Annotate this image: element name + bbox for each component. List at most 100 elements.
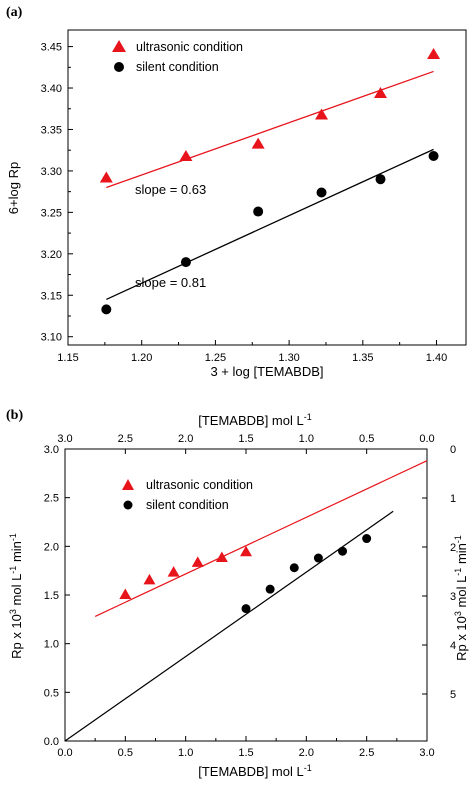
panel-a: (a) 1.15 1.20 1.25 1.30 1.35 1.40 3.10 3.15 3.2… [6, 5, 467, 379]
top-x-tick-label: 2.0 [178, 433, 193, 445]
top-x-tick-label: 2.5 [118, 433, 133, 445]
right-y-tick-label: 2 [450, 542, 456, 554]
data-point-silent [253, 206, 264, 217]
data-point-ultrasonic [99, 171, 113, 183]
y-tick-label: 0.5 [44, 687, 59, 699]
y-tick-label: 1.0 [44, 639, 59, 651]
x-tick-label: 1.25 [205, 352, 226, 364]
data-point-silent [241, 604, 251, 614]
y-tick-label: 3.15 [41, 290, 62, 302]
x-tick-label: 1.15 [57, 352, 78, 364]
y-tick-label: 3.20 [41, 249, 62, 261]
legend-circle-marker [123, 500, 133, 510]
data-point-silent [289, 563, 299, 573]
slope-annotation-silent: slope = 0.81 [135, 275, 206, 290]
panel-b: (b) 0.0 0.5 1.0 1.5 2.0 2.5 3.0 3.0 2.5 2.0 1.5 1.… [6, 408, 469, 779]
x-tick-label: 3.0 [419, 747, 434, 759]
legend-label-ultrasonic: ultrasonic condition [136, 40, 243, 54]
fit-line-ultrasonic [94, 460, 428, 617]
right-y-tick-label: 0 [450, 444, 456, 456]
data-point-ultrasonic [179, 150, 193, 161]
data-point-silent [338, 546, 348, 556]
panel-a-label: (a) [6, 5, 23, 20]
x-tick-label: 1.35 [352, 352, 373, 364]
panel-a-data-points [99, 48, 441, 315]
slope-annotation-ultrasonic: slope = 0.63 [135, 182, 206, 197]
right-y-tick-label: 3 [450, 591, 456, 603]
panel-a-frame [67, 29, 467, 346]
panel-b-x-axis-title: [TEMABDB] mol L-1 [198, 763, 311, 779]
data-point-ultrasonic [215, 551, 228, 563]
legend-label-silent: silent condition [146, 498, 229, 512]
x-tick-label: 1.5 [238, 747, 253, 759]
data-point-silent [180, 257, 191, 268]
top-x-tick-label: 1.5 [238, 433, 253, 445]
x-tick-label: 0.5 [118, 747, 133, 759]
x-tick-label: 1.30 [278, 352, 299, 364]
x-tick-label: 1.20 [131, 352, 152, 364]
panel-b-right-y-axis-title: Rp x 103 mol L-1 min-1 [453, 535, 469, 661]
panel-a-x-axis: 1.15 1.20 1.25 1.30 1.35 1.40 [57, 340, 447, 364]
data-point-ultrasonic [143, 573, 156, 585]
fit-line-ultrasonic [106, 70, 434, 189]
panel-b-fit-lines [64, 460, 428, 742]
panel-b-bottom-x-axis: 0.0 0.5 1.0 1.5 2.0 2.5 3.0 [57, 736, 435, 759]
x-tick-label: 1.0 [178, 747, 193, 759]
y-tick-label: 3.10 [41, 332, 62, 344]
panel-a-y-axis: 3.10 3.15 3.20 3.25 3.30 3.35 3.40 3.45 [41, 42, 73, 344]
fit-line-silent [106, 148, 434, 300]
right-y-tick-label: 5 [450, 689, 456, 701]
x-tick-label: 2.5 [359, 747, 374, 759]
top-x-tick-label: 0.5 [359, 433, 374, 445]
legend-label-silent: silent condition [136, 60, 219, 74]
top-x-tick-label: 3.0 [57, 433, 72, 445]
data-point-ultrasonic [374, 87, 388, 98]
y-tick-label: 2.5 [44, 493, 59, 505]
data-point-silent [375, 174, 386, 185]
y-tick-label: 3.0 [44, 444, 59, 456]
x-tick-label: 0.0 [57, 747, 72, 759]
panel-b-legend: ultrasonic condition silent condition [122, 478, 253, 512]
data-point-silent [316, 187, 327, 198]
y-tick-label: 1.5 [44, 590, 59, 602]
panel-b-top-x-axis: 3.0 2.5 2.0 1.5 1.0 0.5 0.0 [57, 433, 435, 454]
y-tick-label: 3.35 [41, 124, 62, 136]
legend-label-ultrasonic: ultrasonic condition [146, 478, 253, 492]
top-x-tick-label: 0.0 [419, 433, 434, 445]
data-point-silent [313, 553, 323, 563]
data-point-silent [428, 151, 439, 161]
y-tick-label: 3.25 [41, 207, 62, 219]
data-point-silent [265, 584, 275, 594]
y-tick-label: 0.0 [44, 736, 59, 748]
data-point-ultrasonic [119, 588, 132, 600]
data-point-ultrasonic [427, 48, 441, 60]
right-y-tick-label: 1 [450, 493, 456, 505]
right-y-tick-label: 4 [450, 640, 456, 652]
y-tick-label: 2.0 [44, 541, 59, 553]
panel-a-x-axis-title: 3 + log [TEMABDB] [210, 364, 323, 379]
panel-a-legend: ultrasonic condition silent condition [112, 40, 243, 74]
data-point-ultrasonic [167, 566, 180, 577]
legend-circle-marker [114, 62, 124, 72]
data-point-ultrasonic [315, 108, 329, 120]
data-point-silent [101, 304, 112, 315]
top-x-tick-label: 1.0 [299, 433, 314, 445]
fit-line-silent [64, 510, 394, 742]
y-tick-label: 3.40 [41, 83, 62, 95]
x-tick-label: 2.0 [299, 747, 314, 759]
data-point-silent [362, 534, 372, 544]
panel-b-y-axis-title: Rp x 103 mol L-1 min-1 [8, 533, 24, 659]
panel-b-data-points [119, 534, 372, 614]
panel-a-y-axis-title: 6+log Rp [6, 162, 21, 214]
panel-b-frame [64, 448, 428, 742]
panel-b-left-y-axis: 0.0 0.5 1.0 1.5 2.0 2.5 3.0 [44, 444, 70, 748]
data-point-ultrasonic [191, 556, 204, 567]
y-tick-label: 3.45 [41, 42, 62, 54]
data-point-ultrasonic [240, 545, 252, 557]
y-tick-label: 3.30 [41, 166, 62, 178]
data-point-ultrasonic [251, 137, 265, 149]
panel-b-label: (b) [6, 408, 23, 423]
legend-triangle-marker [122, 479, 134, 490]
x-tick-label: 1.40 [426, 352, 447, 364]
